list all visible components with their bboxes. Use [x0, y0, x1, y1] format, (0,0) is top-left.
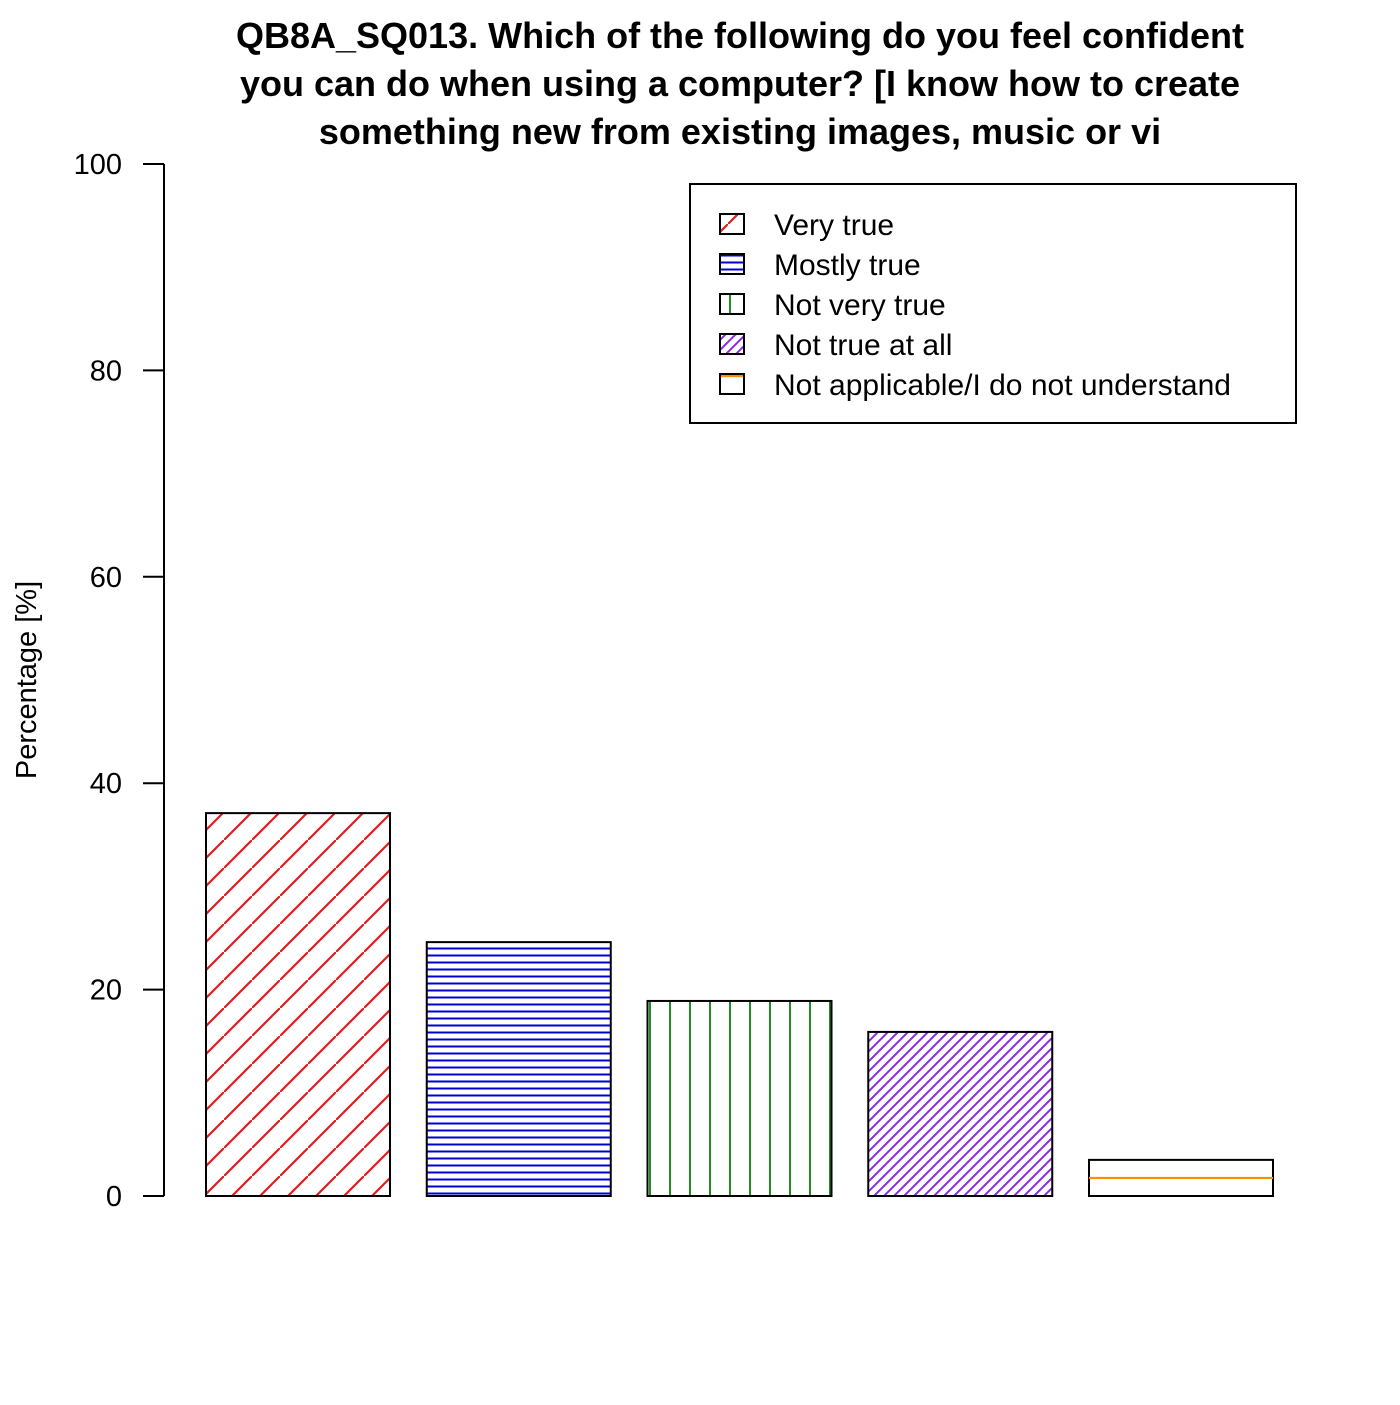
legend-item: Not very true: [719, 289, 946, 322]
y-tick-label: 80: [90, 355, 122, 387]
legend-item: Very true: [719, 209, 894, 242]
legend-swatch: [719, 333, 745, 355]
y-tick-label: 100: [74, 149, 122, 181]
legend-label: Mostly true: [774, 249, 921, 282]
y-axis: 0 20 40 60 80 100: [74, 149, 165, 1213]
legend-box: [689, 183, 1297, 424]
chart-title-line-2: you can do when using a computer? [I kno…: [240, 63, 1240, 104]
legend-swatch: [719, 253, 745, 275]
legend-item: Not applicable/I do not understand: [719, 369, 1231, 402]
y-tick-label: 20: [90, 975, 122, 1007]
bar: [205, 812, 391, 1197]
legend-item: Not true at all: [719, 329, 952, 362]
bar: [646, 999, 833, 1198]
y-axis-label: Percentage [%]: [11, 581, 43, 779]
legend-swatch: [719, 213, 745, 235]
legend-label: Not true at all: [774, 329, 952, 362]
chart-title: QB8A_SQ013. Which of the following do yo…: [236, 15, 1244, 152]
legend-label: Not very true: [774, 289, 946, 322]
bar: [425, 941, 612, 1197]
legend-label: Not applicable/I do not understand: [774, 369, 1231, 402]
bar: [867, 1030, 1054, 1197]
y-tick-label: 40: [90, 768, 122, 800]
y-tick-label: 0: [106, 1181, 122, 1213]
legend: Very true Mostly true Not very true Not tru…: [689, 183, 1297, 424]
legend-label: Very true: [774, 209, 894, 242]
legend-item: Mostly true: [719, 249, 921, 282]
y-tick-label: 60: [90, 562, 122, 594]
legend-swatch: [719, 293, 745, 315]
chart-title-line-1: QB8A_SQ013. Which of the following do yo…: [236, 15, 1244, 56]
bars: [205, 812, 1274, 1198]
chart-title-line-3: something new from existing images, musi…: [319, 111, 1161, 152]
legend-swatch: [719, 373, 745, 395]
